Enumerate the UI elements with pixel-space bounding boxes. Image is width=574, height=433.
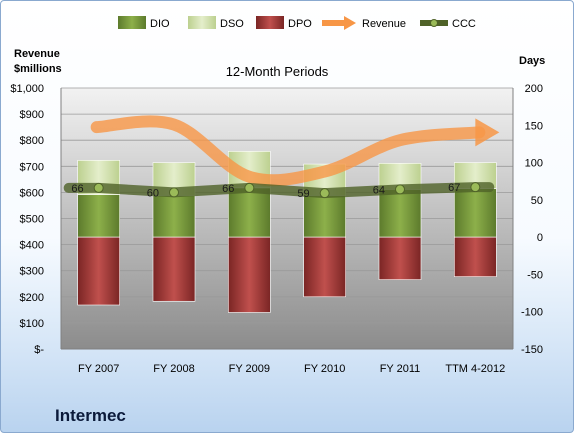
left-tick-label: $600 [20,187,44,199]
left-tick-label: $900 [20,109,44,121]
left-tick-label: $1,000 [10,83,44,95]
left-tick-label: $100 [20,318,44,330]
ccc-line [63,182,495,199]
ccc-data-label: 59 [297,188,309,200]
left-tick-label: $500 [20,214,44,226]
right-tick-label: 150 [525,120,543,132]
left-tick-label: $- [34,344,44,356]
ccc-data-label: 64 [373,184,385,196]
legend-label-dpo: DPO [288,18,312,30]
right-tick-label: 100 [525,158,543,170]
ccc-point [319,188,330,199]
ccc-data-label: 66 [71,183,83,195]
revenue-line [90,115,486,187]
legend-swatch-dso [188,16,216,29]
x-tick-label: FY 2010 [304,363,345,375]
x-tick-label: FY 2008 [153,363,194,375]
ccc-data-label: 60 [147,187,159,199]
ccc-data-label: 67 [448,182,460,194]
left-tick-label: $800 [20,135,44,147]
left-axis-label-1: Revenue [14,48,60,60]
right-tick-label: 50 [531,195,543,207]
bar-dio [152,195,196,238]
ccc-point [395,184,405,195]
ccc-point [470,182,481,193]
company-name: Intermec [55,406,126,425]
x-tick-label: FY 2009 [229,363,270,375]
left-tick-label: $300 [20,266,44,278]
left-tick-label: $400 [20,240,44,252]
legend-label-revenue: Revenue [362,18,406,30]
ccc-point [93,182,104,193]
ccc-point [169,187,179,198]
left-tick-label: $200 [20,292,44,304]
legend-swatch-dpo [256,16,284,29]
x-tick-label: FY 2007 [78,363,119,375]
bar-dio [77,194,120,238]
bar-dio [378,189,422,238]
x-tick-label: TTM 4-2012 [445,363,505,375]
legend-marker-ccc [430,19,438,27]
left-axis-label-2: $millions [14,63,62,75]
bar-dio [228,187,271,238]
right-tick-label: 200 [525,83,543,95]
legend-label-dso: DSO [220,18,244,30]
right-tick-label: -150 [521,344,543,356]
bar-dpo [378,236,422,280]
right-axis-label: Days [519,55,545,67]
bar-dpo [303,236,346,298]
ccc-data-label: 66 [222,183,234,195]
bar-dpo [152,236,196,302]
right-tick-label: 0 [537,232,543,244]
bar-dpo [454,236,497,277]
legend-label-ccc: CCC [452,18,476,30]
right-tick-label: -100 [521,307,543,319]
ccc-point [244,182,255,193]
right-tick-label: -50 [527,269,543,281]
legend-swatch-dio [118,16,146,29]
bar-dpo [228,236,271,313]
bar-dio [454,188,497,238]
legend-arrowhead-revenue [344,16,356,30]
bar-dio [303,195,346,238]
legend-label-dio: DIO [150,18,170,30]
left-tick-label: $700 [20,161,44,173]
bar-dpo [77,236,120,306]
revenue-arrowhead [475,118,500,147]
x-tick-label: FY 2011 [380,363,421,375]
chart-title: 12-Month Periods [226,64,329,79]
